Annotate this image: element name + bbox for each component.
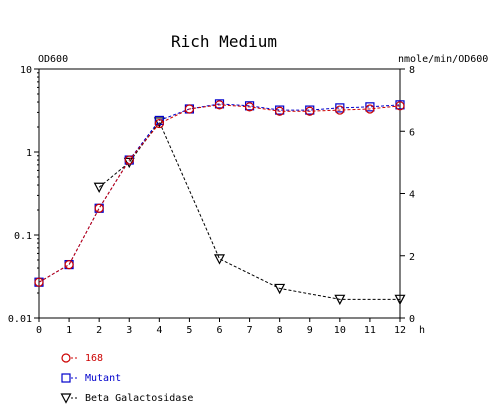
legend-label: Mutant: [85, 373, 121, 384]
data-point: [94, 203, 104, 213]
legend-label: Beta Galactosidase: [85, 393, 193, 404]
x-tick-label: 1: [66, 325, 72, 336]
y-right-tick-label: 2: [409, 252, 415, 263]
series-168: [34, 100, 405, 287]
legend-marker: [60, 393, 72, 404]
data-point: [154, 118, 164, 129]
y-right-tick-label: 6: [409, 127, 415, 138]
x-tick-label: 11: [364, 325, 376, 336]
legend: 168 Mutant Beta Galactosidase: [60, 353, 193, 404]
y-right-axis-label: nmole/min/OD600: [398, 54, 488, 65]
data-point: [34, 277, 44, 287]
x-tick-label: 8: [277, 325, 283, 336]
series-line: [38, 104, 401, 283]
data-point: [124, 155, 134, 165]
data-point: [93, 182, 105, 194]
data-point: [395, 101, 405, 111]
legend-item: 168: [61, 353, 103, 364]
data-point: [394, 294, 406, 306]
x-tick-label: 0: [36, 325, 42, 336]
x-tick-label: 5: [186, 325, 192, 336]
y-right-tick-label: 8: [409, 65, 415, 76]
data-point: [214, 100, 225, 110]
data-point: [275, 106, 285, 116]
legend-label: 168: [85, 353, 103, 364]
data-point: [305, 106, 315, 116]
series-line: [38, 103, 401, 283]
series-line: [98, 120, 400, 300]
data-point: [123, 157, 135, 169]
series-layer: [34, 99, 406, 306]
data-point: [335, 105, 345, 115]
x-tick-label: 6: [216, 325, 222, 336]
x-tick-label: 10: [334, 325, 346, 336]
x-tick-label: 2: [96, 325, 102, 336]
plot-frame: [38, 68, 401, 319]
x-tick-label: 4: [156, 325, 162, 336]
legend-item: Mutant: [61, 373, 121, 384]
x-tick-label: 3: [126, 325, 132, 336]
data-point: [154, 115, 164, 126]
x-tick-label: 9: [307, 325, 313, 336]
y-left-tick-label: 0.1: [14, 231, 32, 242]
data-point: [64, 259, 74, 270]
y-left-tick-label: 10: [20, 65, 32, 76]
legend-item: Beta Galactosidase: [60, 393, 193, 404]
series-mutant: [34, 99, 405, 287]
y-left-axis-label: OD600: [38, 54, 68, 65]
series-beta-galactosidase: [93, 117, 406, 306]
x-axis-label: h: [419, 325, 425, 336]
y-right-tick-label: 0: [409, 314, 415, 325]
x-tick-label: 7: [247, 325, 253, 336]
y-left-tick-label: 1: [26, 148, 32, 159]
data-point: [274, 283, 286, 295]
chart-title: Rich Medium: [171, 32, 277, 51]
data-point: [244, 102, 255, 112]
y-left-tick-label: 0.01: [8, 314, 32, 325]
data-point: [214, 254, 225, 265]
x-tick-label: 12: [394, 325, 406, 336]
legend-marker: [61, 373, 71, 383]
legend-marker: [61, 353, 71, 363]
data-point: [365, 104, 375, 114]
data-point: [334, 294, 346, 306]
y-right-tick-label: 4: [409, 190, 415, 201]
data-point: [184, 104, 195, 114]
